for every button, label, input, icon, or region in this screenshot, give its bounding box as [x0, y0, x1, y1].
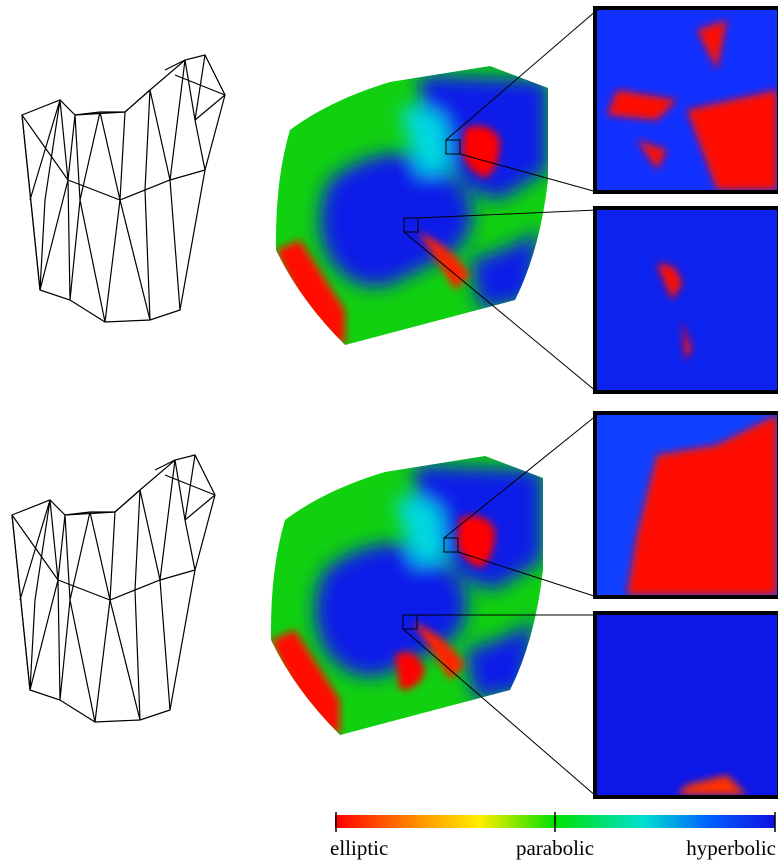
- surface-top: [260, 60, 560, 360]
- wireframe-bottom: [12, 455, 215, 722]
- zoom-boxes: [595, 8, 778, 797]
- figure: elliptic parabolic hyperbolic: [0, 0, 778, 865]
- colorbar-label: parabolic: [516, 836, 594, 860]
- colorbar: elliptic parabolic hyperbolic: [330, 812, 776, 860]
- surface-bottom: [255, 450, 555, 750]
- wireframe-top: [22, 55, 225, 322]
- colorbar-label: elliptic: [330, 836, 388, 860]
- colorbar-label: hyperbolic: [686, 836, 776, 860]
